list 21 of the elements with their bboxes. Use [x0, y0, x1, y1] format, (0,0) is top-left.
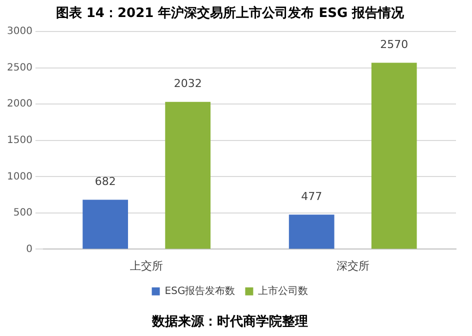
legend-label: 上市公司数 — [258, 284, 308, 297]
y-tick-label: 1000 — [6, 171, 32, 182]
source-note: 数据来源：时代商学院整理 — [151, 314, 308, 330]
data-label: 682 — [94, 175, 116, 188]
bar — [165, 102, 211, 249]
y-tick-label: 2000 — [6, 98, 32, 110]
x-tick-label: 深交所 — [336, 260, 370, 273]
data-label: 2032 — [174, 77, 202, 90]
x-tick-label: 上交所 — [130, 260, 164, 273]
bar — [82, 200, 128, 249]
y-tick-label: 500 — [13, 208, 32, 219]
legend-label: ESG报告发布数 — [164, 284, 236, 297]
data-label: 2570 — [380, 38, 408, 52]
y-tick-label: 2500 — [6, 62, 32, 74]
y-tick-label: 1500 — [6, 134, 32, 146]
data-label: 477 — [301, 190, 322, 203]
bar — [371, 62, 417, 249]
y-tick-label: 3000 — [6, 26, 32, 38]
bar — [288, 214, 334, 249]
y-tick-label: 0 — [26, 244, 32, 255]
chart-title: 图表 14：2021 年沪深交易所上市公司发布 ESG 报告情况 — [56, 5, 406, 22]
